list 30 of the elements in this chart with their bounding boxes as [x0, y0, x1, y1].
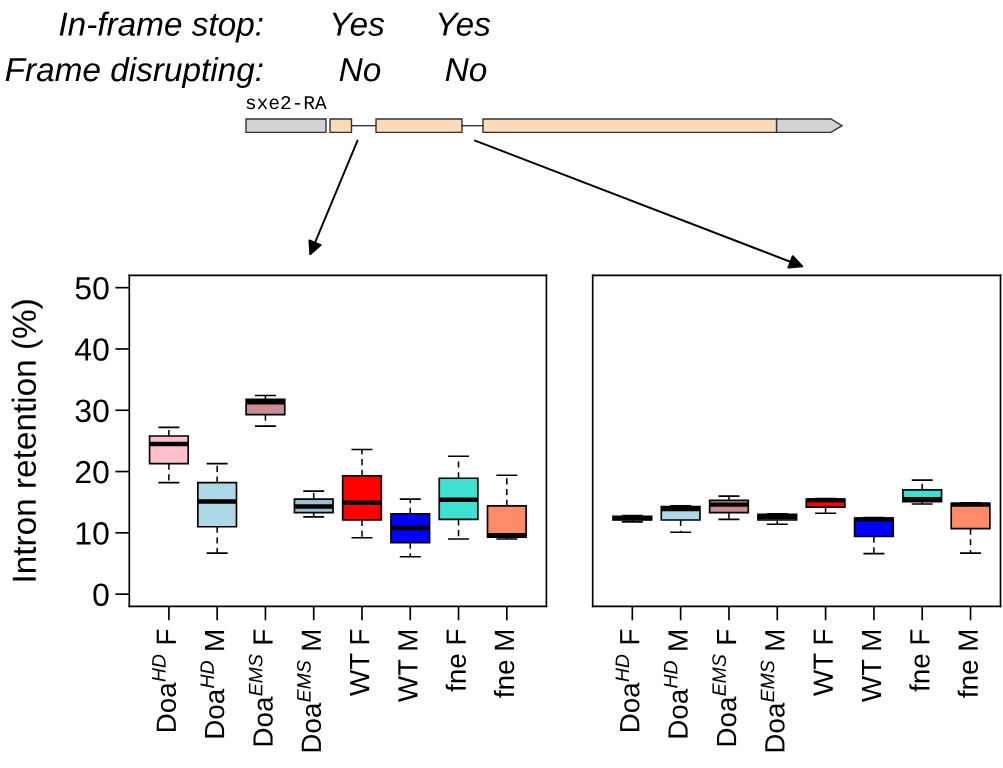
x-tick-label: WT F	[813, 629, 833, 696]
x-tick-label: Doa$^{HD}$ M	[200, 631, 225, 738]
text: Frame disrupting:	[5, 56, 263, 89]
x-tick-label: Doa$^{EMS}$ M	[297, 630, 322, 752]
x-tick-label: Doa$^{EMS}$ F	[712, 629, 737, 746]
x-tick-label: WT F	[350, 629, 370, 696]
y-tick-label: 50	[75, 276, 109, 300]
y-tick-label: 20	[75, 460, 109, 484]
text: Yes	[332, 12, 385, 36]
y-tick-label: 40	[75, 338, 109, 361]
x-tick-label: Doa$^{EMS}$ M	[760, 630, 785, 752]
text: In-frame stop:	[59, 11, 263, 43]
x-tick-label: Doa$^{EMS}$ F	[248, 629, 273, 746]
x-tick-label: Doa$^{HD}$ M	[663, 631, 688, 738]
y-tick-label: 10	[76, 522, 109, 545]
x-tick-label: fne M	[957, 630, 978, 698]
x-tick-label: fne F	[909, 629, 930, 692]
x-tick-label: fne M	[493, 630, 515, 698]
text: Yes	[438, 12, 491, 36]
x-tick-label: fne F	[445, 629, 466, 692]
x-tick-label: Doa$^{HD}$ F	[152, 629, 177, 732]
text: sxe2-RA	[246, 96, 327, 110]
text: No	[445, 58, 487, 82]
y-tick-label: 0	[93, 583, 109, 607]
y-tick-label: 30	[75, 399, 109, 423]
x-tick-label: WT M	[398, 630, 418, 703]
y-axis-title: Intron retention (%)	[11, 300, 43, 581]
text: No	[339, 58, 381, 82]
x-tick-label: Doa$^{HD}$ F	[615, 629, 640, 732]
x-tick-label: WT M	[861, 630, 882, 703]
